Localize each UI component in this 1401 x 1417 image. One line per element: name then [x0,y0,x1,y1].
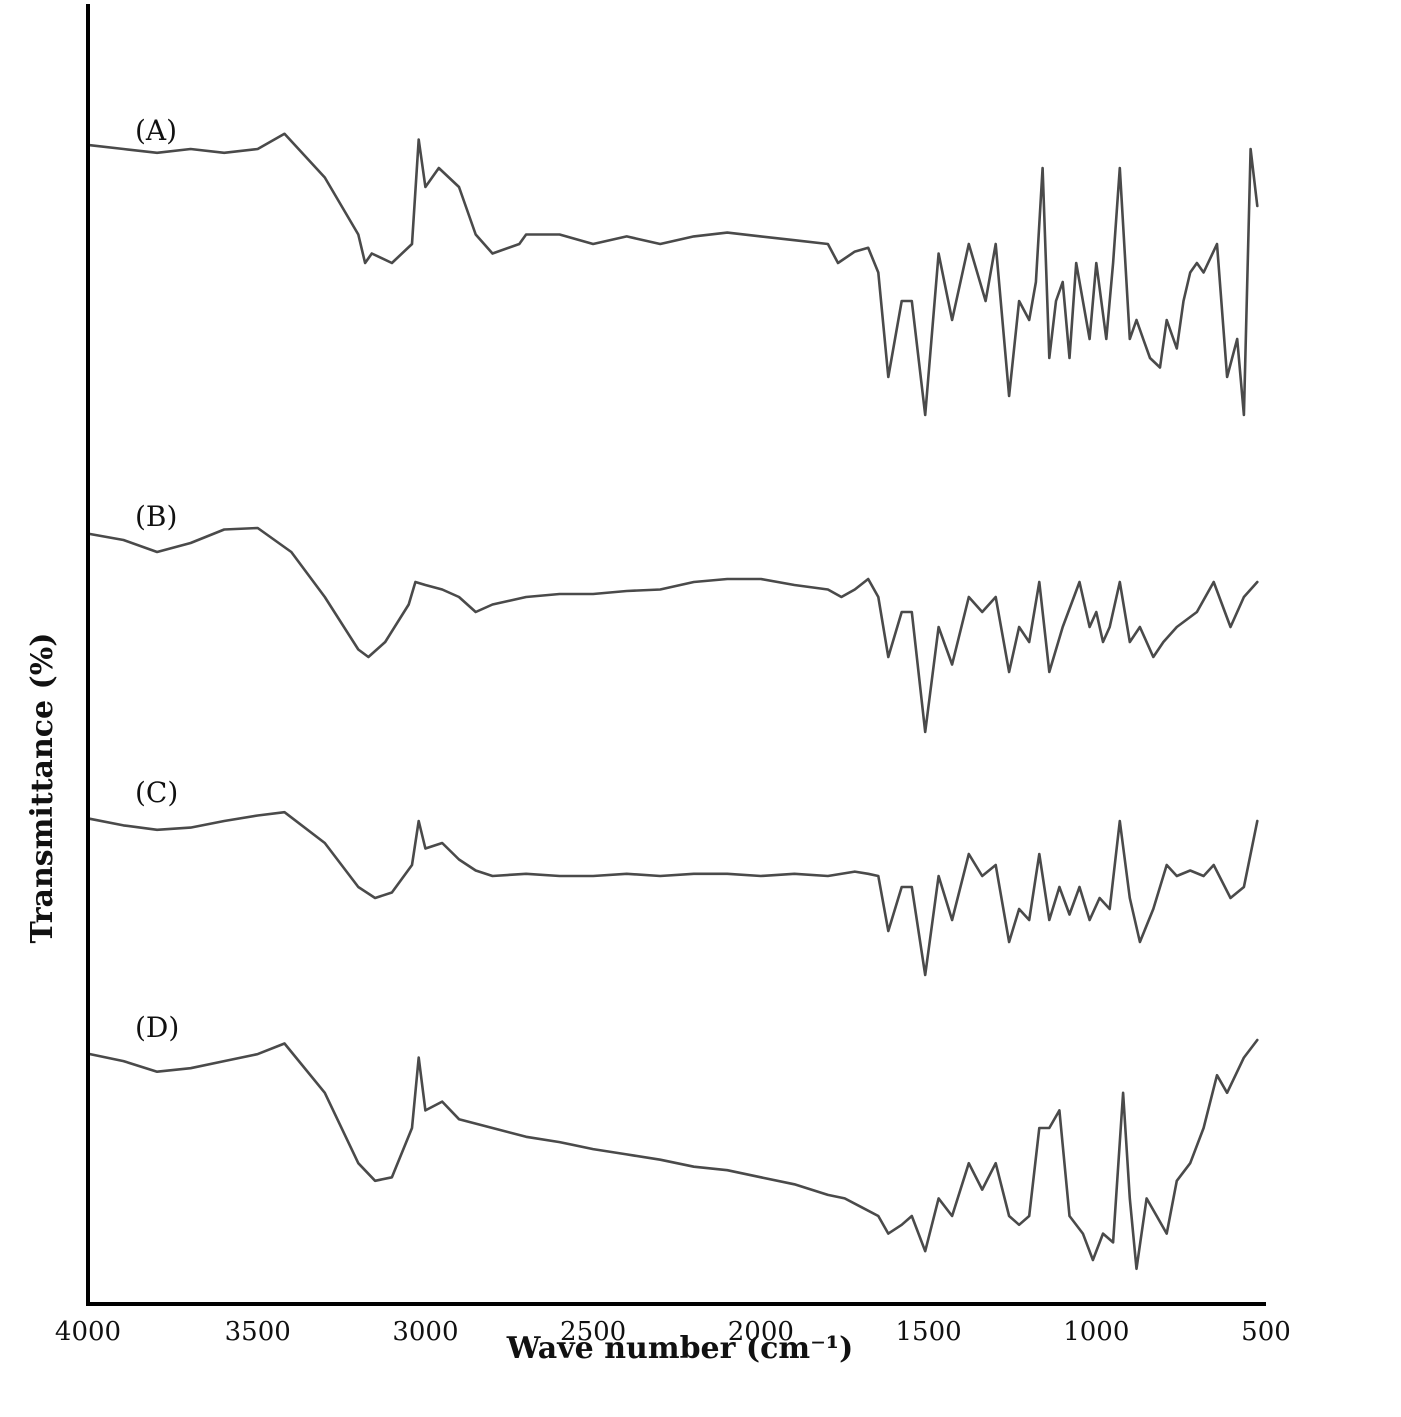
spectrum-line-c [88,810,1259,977]
x-tick-label-500: 500 [1241,1317,1291,1347]
series-label-c: (C) [135,776,178,809]
spectrum-line-b [88,526,1259,734]
spectrum-line-a [88,132,1259,417]
spectra-curves [88,132,1259,1271]
series-label-a: (A) [135,114,177,147]
y-axis-title: Transmittance (%) [25,633,60,944]
series-label-d: (D) [135,1011,179,1044]
series-labels: (A) (B) (C) (D) [135,114,179,1044]
x-tick-label-1000: 1000 [1063,1317,1129,1347]
x-tick-label-3000: 3000 [392,1317,458,1347]
spectrum-line-d [88,1038,1259,1271]
x-tick-label-2500: 2500 [560,1317,626,1347]
x-tick-label-1500: 1500 [895,1317,961,1347]
x-axis-title: Wave number (cm⁻¹) [506,1331,854,1366]
x-tick-label-2000: 2000 [728,1317,794,1347]
x-axis-tick-labels: 4000 3500 3000 2500 2000 1500 1000 500 [55,1317,1291,1347]
x-tick-label-4000: 4000 [55,1317,121,1347]
x-tick-label-3500: 3500 [225,1317,291,1347]
series-label-b: (B) [135,500,177,533]
